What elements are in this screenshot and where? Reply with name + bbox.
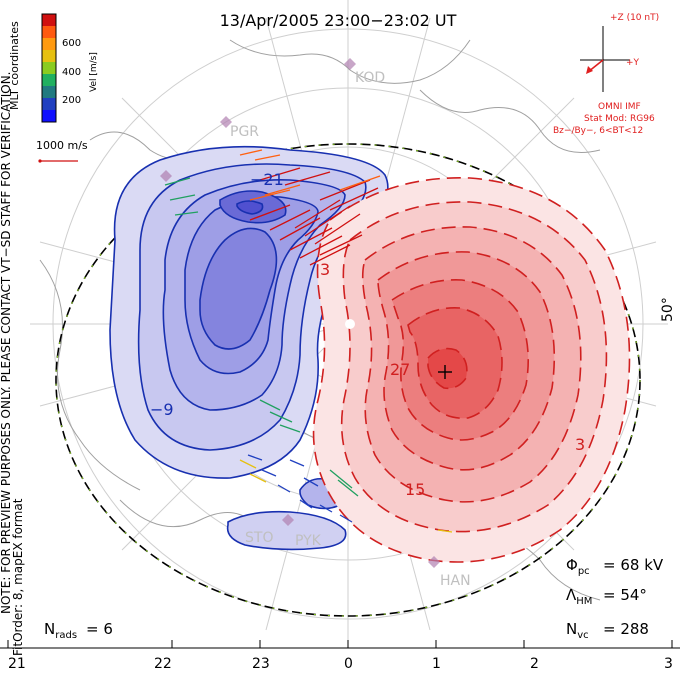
positive-potential-cell [312, 177, 631, 563]
potential-min-marker [345, 319, 355, 329]
color-scale-segment [42, 74, 56, 87]
phi-pc-symbol: Φpc [566, 556, 590, 577]
contour-label-neg-inner: −21 [250, 170, 284, 189]
contour-label-pos-27: 27 [390, 360, 410, 379]
mlt-label-22: 22 [154, 656, 172, 672]
lambda-hm-value: = 54° [603, 586, 647, 604]
color-scale-segment [42, 50, 56, 63]
station-pyk: PYK [295, 533, 322, 549]
stats-panel: Φpc = 68 kV ΛHM = 54° Nvc = 288 Nrads = … [44, 556, 664, 641]
contour-label-pos-3: 3 [320, 260, 330, 279]
n-rads-symbol: Nrads [44, 620, 77, 641]
latitude-label: 50° [660, 297, 676, 322]
contour-label-pos-3b: 3 [575, 435, 585, 454]
color-scale-segment [42, 86, 56, 99]
mlt-label-2: 2 [530, 656, 539, 672]
mlt-label-3: 3 [664, 656, 673, 672]
mlt-label-21: 21 [8, 656, 26, 672]
station-kod: KOD [355, 70, 385, 86]
imf-source: OMNI IMF [598, 102, 641, 112]
station-sto: STO [245, 530, 273, 546]
mlt-ticks [7, 640, 673, 648]
velocity-color-scale [41, 13, 57, 123]
n-rads-value: = 6 [86, 620, 113, 638]
imf-z-label: +Z (10 nT) [610, 13, 659, 23]
imf-y-label: +Y [626, 58, 640, 68]
page-title: 13/Apr/2005 23:00−23:02 UT [220, 11, 457, 30]
contour-label-pos-15: 15 [405, 480, 425, 499]
color-scale-segment [42, 26, 56, 39]
lambda-hm-symbol: ΛHM [566, 586, 592, 607]
station-markers [160, 58, 440, 568]
phi-pc-value: = 68 kV [603, 556, 664, 574]
n-vc-value: = 288 [603, 620, 649, 638]
color-scale-segment [42, 14, 56, 27]
mlt-label-0: 0 [344, 656, 353, 672]
coords-note: MLT coordinates [8, 21, 21, 110]
negative-potential-cell [109, 145, 389, 551]
station-pgr: PGR [230, 124, 259, 140]
fit-order-note: FitOrder: 8, mapEX format [11, 498, 25, 656]
imf-condition: Bz−/By−, 6<BT<12 [553, 126, 643, 136]
velocity-vectors [164, 149, 453, 533]
potential-max-marker [438, 365, 452, 379]
color-scale-segment [42, 62, 56, 75]
reference-vector-label: 1000 m/s [36, 139, 88, 152]
station-han: HAN [440, 573, 471, 589]
mlt-label-23: 23 [252, 656, 270, 672]
color-scale-label: Vel [m/s] [89, 52, 99, 92]
color-scale-segment [42, 98, 56, 111]
contour-label-neg-outer: −9 [150, 400, 174, 419]
color-scale-segment [42, 38, 56, 51]
imf-clock-panel: +Z (10 nT) +Y OMNI IMF Stat Mod: RG96 Bz… [553, 13, 659, 136]
mlt-label-1: 1 [432, 656, 441, 672]
imf-model: Stat Mod: RG96 [584, 114, 655, 124]
color-scale-tick-200: 200 [62, 95, 81, 106]
color-scale-tick-600: 600 [62, 38, 81, 49]
reference-vector-dot [38, 159, 42, 163]
lower-latitude-boundary [55, 143, 641, 617]
color-scale-tick-400: 400 [62, 67, 81, 78]
preview-note: NOTE: FOR PREVIEW PURPOSES ONLY. PLEASE … [0, 72, 13, 615]
n-vc-symbol: Nvc [566, 620, 589, 641]
color-scale-segment [42, 110, 56, 123]
color-scale-frame [41, 13, 57, 123]
